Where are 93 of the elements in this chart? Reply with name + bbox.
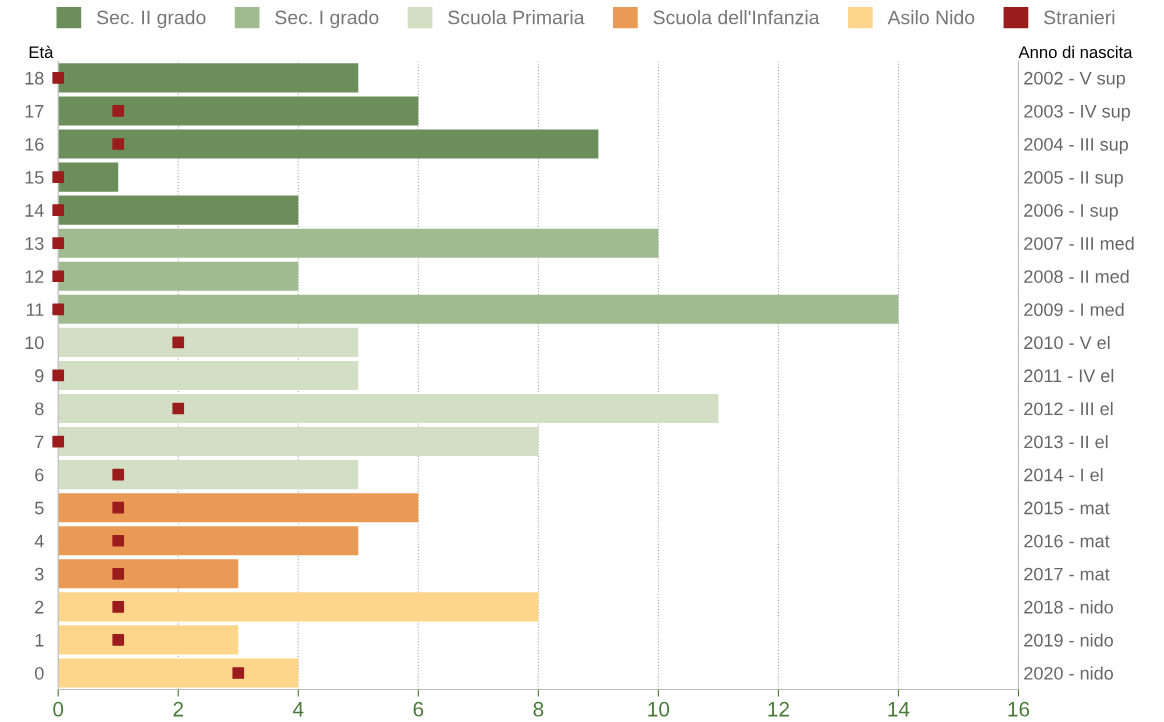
y-tick-label: 12: [25, 270, 44, 283]
y2-tick-label: 2006 - I sup: [1024, 204, 1118, 221]
y-tick-label: 8: [35, 402, 44, 416]
x-tick-label: 12: [768, 701, 789, 717]
point: [112, 468, 125, 481]
bar: [58, 162, 119, 192]
y-tick-label: 16: [25, 137, 44, 151]
bar: [58, 129, 599, 159]
legend-label: Sec. II grado: [96, 10, 206, 29]
y-tick-label: 15: [25, 171, 44, 184]
point: [112, 634, 125, 646]
y2-tick-label: 2011 - IV el: [1024, 368, 1114, 383]
y-axis-title: Età: [29, 45, 54, 59]
legend-label: Scuola Primaria: [448, 10, 585, 25]
point: [112, 501, 125, 514]
bar: [58, 427, 539, 457]
point: [112, 138, 125, 150]
bar: [58, 592, 539, 622]
y2-tick-label: 2007 - III med: [1024, 236, 1134, 250]
bar: [58, 228, 659, 258]
bar: [58, 559, 239, 589]
y2-tick-label: 2005 - II sup: [1024, 171, 1123, 188]
y2-axis-title: Anno di nascita: [1018, 45, 1133, 59]
y-tick-label: 7: [35, 435, 44, 449]
y2-tick-label: 2003 - IV sup: [1024, 104, 1130, 122]
y2-tick-label: 2004 - III sup: [1024, 137, 1128, 155]
y-tick-label: 5: [34, 501, 44, 515]
point: [112, 567, 125, 580]
y-tick-label: 10: [25, 336, 44, 350]
y2-tick-label: 2016 - mat: [1024, 534, 1110, 548]
bar: [58, 360, 359, 390]
bar: [58, 625, 239, 655]
y2-tick-label: 2002 - V sup: [1024, 71, 1125, 89]
y2-tick-label: 2014 - I el: [1024, 468, 1103, 482]
x-tick-label: 2: [173, 701, 183, 717]
y2-tick-label: 2019 - nido: [1024, 633, 1113, 647]
point: [112, 601, 125, 613]
y-tick-label: 1: [35, 634, 44, 647]
y-tick-label: 9: [35, 369, 44, 383]
point: [52, 369, 65, 382]
legend-label: Scuola dell'Infanzia: [653, 10, 820, 25]
x-tick-label: 8: [533, 701, 544, 717]
point: [172, 336, 185, 349]
y-tick-label: 18: [25, 71, 44, 85]
point: [52, 171, 65, 183]
bar: [58, 658, 299, 688]
y-tick-label: 14: [25, 204, 44, 217]
x-tick-label: 16: [1008, 701, 1030, 717]
bar: [58, 195, 299, 225]
y-tick-label: 11: [26, 303, 44, 316]
y-tick-label: 13: [25, 237, 44, 250]
bar: [58, 96, 419, 126]
y-tick-label: 4: [34, 534, 44, 548]
y2-tick-label: 2020 - nido: [1024, 666, 1113, 680]
x-tick-label: 4: [292, 702, 304, 717]
y2-tick-label: 2012 - III el: [1024, 401, 1113, 416]
y-tick-label: 17: [25, 105, 44, 118]
legend-label: Asilo Nido: [887, 10, 975, 25]
y2-tick-label: 2010 - V el: [1024, 335, 1110, 350]
y2-tick-label: 2008 - II med: [1024, 269, 1129, 283]
y-tick-label: 6: [35, 468, 44, 482]
point: [52, 237, 65, 250]
x-tick-label: 10: [648, 701, 670, 717]
bar: [58, 294, 899, 324]
point: [52, 204, 65, 216]
point: [112, 105, 125, 117]
point: [52, 270, 65, 283]
y2-tick-label: 2017 - mat: [1024, 567, 1110, 581]
bar: [58, 493, 419, 523]
point: [52, 72, 65, 84]
x-tick-label: 14: [888, 702, 910, 717]
legend-label: Stranieri: [1044, 10, 1115, 25]
point: [232, 667, 245, 679]
point: [52, 435, 65, 448]
y2-tick-label: 2013 - II el: [1024, 435, 1108, 449]
point: [52, 303, 65, 316]
bar: [58, 393, 719, 424]
x-tick-label: 6: [413, 701, 424, 717]
y2-tick-label: 2015 - mat: [1024, 501, 1110, 515]
x-tick-label: 0: [53, 701, 64, 717]
point: [172, 402, 185, 415]
bar: [58, 460, 359, 490]
y-tick-label: 0: [34, 666, 44, 680]
bar: [58, 327, 359, 357]
bar: [58, 526, 359, 556]
y2-tick-label: 2009 - I med: [1024, 302, 1124, 317]
y-tick-label: 3: [34, 567, 44, 581]
y2-tick-label: 2018 - nido: [1024, 600, 1113, 614]
legend-label: Sec. I grado: [275, 10, 379, 29]
point: [112, 534, 125, 547]
bar: [58, 63, 359, 93]
bar: [58, 261, 299, 291]
y-tick-label: 2: [35, 600, 44, 614]
